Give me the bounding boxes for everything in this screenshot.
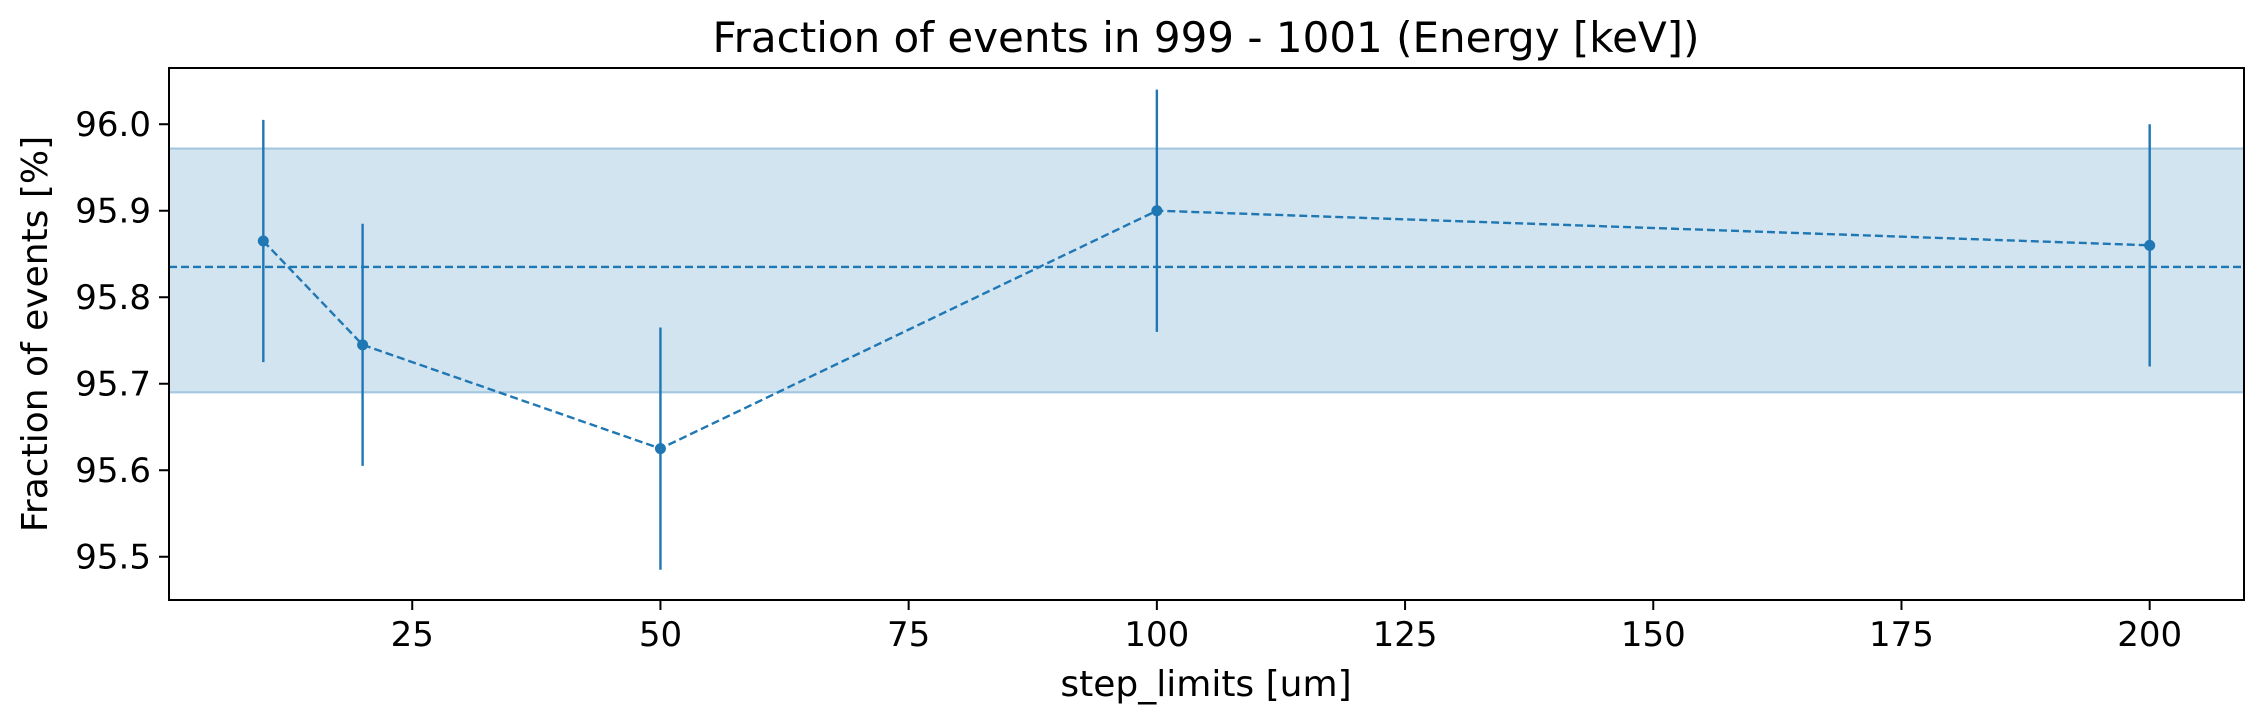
data-point: [357, 339, 369, 351]
x-axis-label: step_limits [um]: [1060, 664, 1351, 705]
y-axis-label: Fraction of events [%]: [15, 136, 56, 532]
x-tick-label: 75: [887, 615, 930, 655]
data-point: [257, 235, 269, 247]
y-tick-label: 96.0: [75, 105, 151, 145]
x-tick-label: 100: [1124, 615, 1189, 655]
y-tick-label: 95.7: [75, 365, 151, 405]
x-axis-ticks: 25 50 75 100 125 150 175 200: [391, 600, 2182, 655]
data-point: [1151, 205, 1163, 217]
x-tick-label: 175: [1869, 615, 1934, 655]
y-tick-label: 95.6: [75, 451, 151, 491]
x-tick-label: 200: [2117, 615, 2182, 655]
data-point: [654, 443, 666, 455]
plot-area: [168, 89, 2245, 570]
x-tick-label: 50: [639, 615, 682, 655]
y-tick-label: 95.8: [75, 278, 151, 318]
x-tick-label: 125: [1373, 615, 1438, 655]
x-tick-label: 25: [391, 615, 434, 655]
y-axis-ticks: 95.5 95.6 95.7 95.8 95.9 96.0: [75, 105, 169, 578]
chart-title: Fraction of events in 999 - 1001 (Energy…: [713, 13, 1700, 62]
uncertainty-band: [168, 147, 2245, 394]
data-point: [2144, 239, 2156, 251]
y-tick-label: 95.9: [75, 192, 151, 232]
axes-frame: [168, 67, 2245, 601]
x-tick-label: 150: [1621, 615, 1686, 655]
y-tick-label: 95.5: [75, 538, 151, 578]
